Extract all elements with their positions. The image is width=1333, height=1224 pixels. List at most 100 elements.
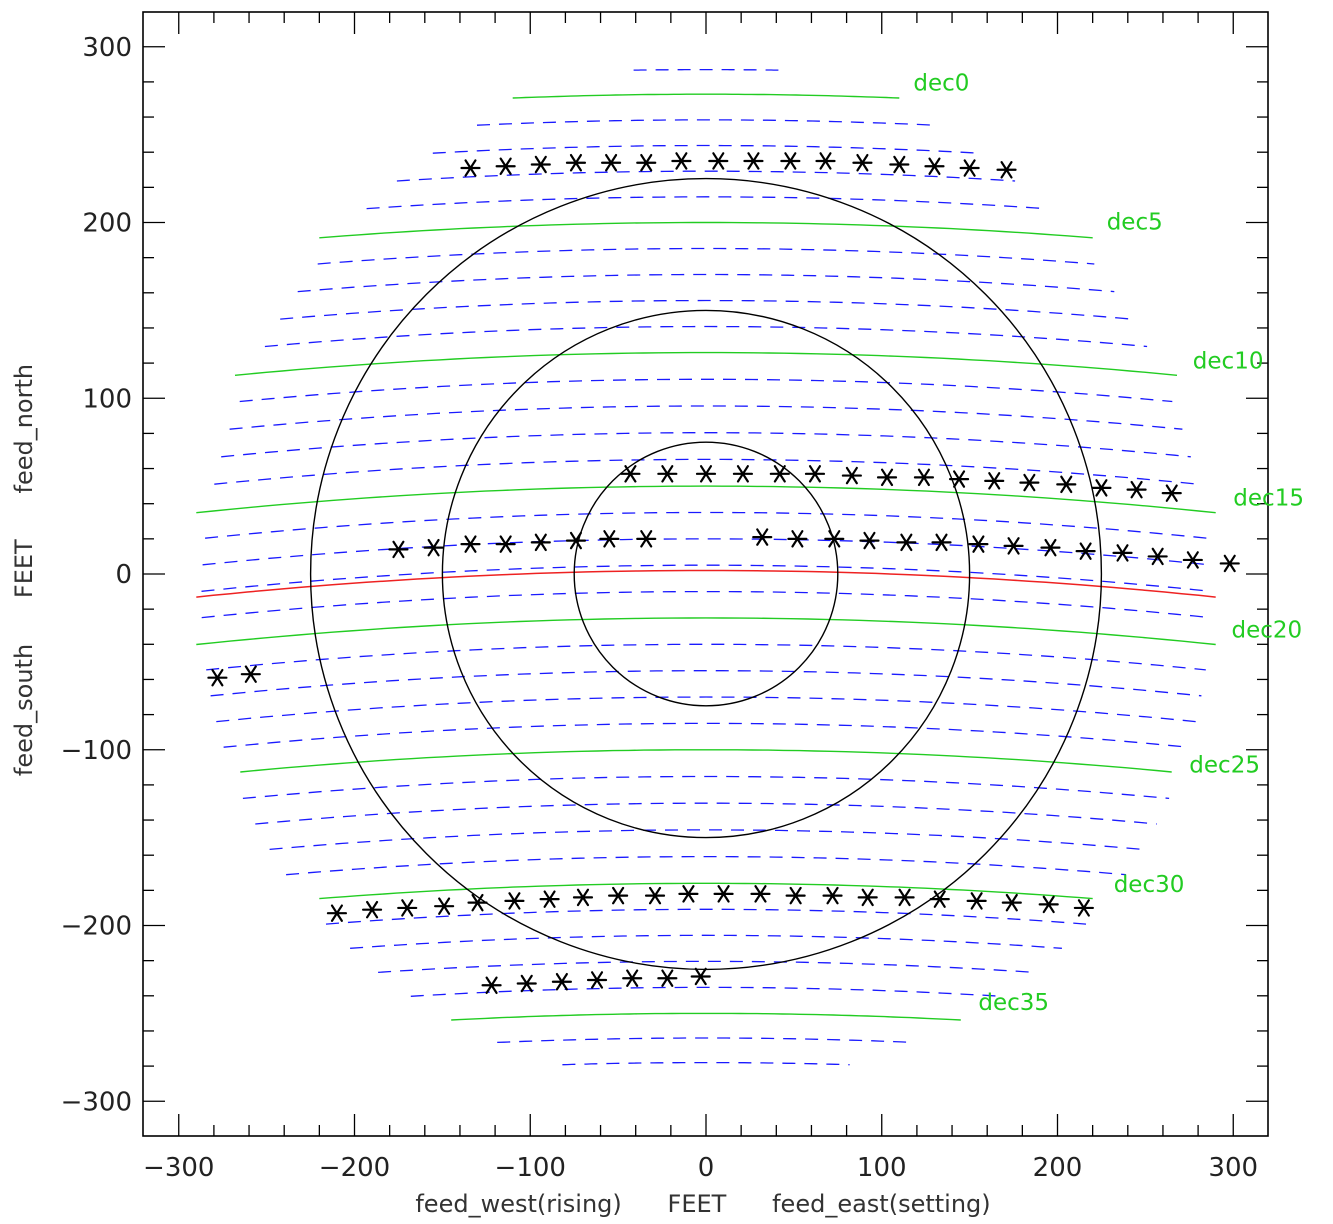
data-point-marker xyxy=(1091,479,1112,497)
y-axis-label: feed_south FEET feed_north xyxy=(10,364,38,776)
data-point-marker xyxy=(1001,893,1022,912)
data-point-marker xyxy=(586,971,608,989)
data-point-marker xyxy=(841,466,862,485)
data-point-marker xyxy=(743,152,764,170)
data-point-marker xyxy=(966,892,987,910)
data-point-marker xyxy=(929,890,950,908)
data-point-marker xyxy=(1075,542,1096,560)
data-point-marker xyxy=(894,888,915,907)
data-point-marker xyxy=(1003,537,1024,555)
data-point-marker xyxy=(434,897,455,915)
radius-circle xyxy=(573,441,839,707)
half-degree-track-line xyxy=(410,986,1002,997)
data-point-marker xyxy=(565,531,587,550)
data-point-marker xyxy=(530,533,551,552)
data-point-marker xyxy=(913,468,935,487)
dec-track-line xyxy=(512,93,900,99)
half-degree-track-line xyxy=(269,829,1143,851)
data-point-marker xyxy=(815,152,836,170)
dec-track-label: dec35 xyxy=(978,990,1049,1016)
data-point-marker xyxy=(1147,547,1168,566)
dec-track-label: dec5 xyxy=(1107,210,1163,236)
half-degree-track-line xyxy=(297,273,1115,293)
data-point-marker xyxy=(551,972,572,991)
x-tick-label: −200 xyxy=(319,1153,390,1183)
half-degree-track-line xyxy=(497,1037,915,1044)
data-point-marker xyxy=(460,535,481,553)
data-point-marker xyxy=(495,535,516,553)
dec-track-label: dec10 xyxy=(1193,348,1264,374)
y-tick-label: −100 xyxy=(61,736,132,766)
dec-track-label: dec0 xyxy=(913,71,969,97)
data-point-marker xyxy=(708,152,729,170)
data-point-marker xyxy=(787,530,808,548)
data-point-marker xyxy=(996,161,1017,179)
data-point-marker xyxy=(713,885,734,903)
data-point-marker xyxy=(657,969,678,987)
data-point-marker xyxy=(326,904,348,922)
dec-track-label: dec20 xyxy=(1232,617,1303,643)
x-tick-label: 300 xyxy=(1208,1153,1258,1183)
dec-track-label: dec30 xyxy=(1114,872,1185,898)
data-point-marker xyxy=(423,538,444,557)
x-tick-label: 100 xyxy=(857,1153,907,1183)
y-tick-label: 0 xyxy=(115,560,132,590)
data-point-marker xyxy=(657,465,678,483)
data-point-marker xyxy=(644,886,666,905)
half-degree-track-line xyxy=(201,590,1211,619)
x-tick-label: −100 xyxy=(495,1153,566,1183)
half-degree-track-line xyxy=(223,722,1189,748)
x-axis-label: feed_west(rising) FEET feed_east(setting… xyxy=(415,1190,990,1218)
data-point-marker xyxy=(968,535,989,553)
half-degree-track-line xyxy=(239,378,1173,403)
data-point-marker xyxy=(948,470,970,488)
data-point-marker xyxy=(889,155,910,174)
y-tick-label: 200 xyxy=(82,209,132,239)
data-point-marker xyxy=(896,533,917,552)
data-point-marker xyxy=(824,530,845,548)
data-point-marker xyxy=(852,153,873,172)
data-point-marker xyxy=(732,465,754,483)
dec-track-line xyxy=(240,749,1172,773)
data-point-marker xyxy=(504,892,525,910)
half-degree-track-line xyxy=(221,432,1191,458)
dec-track-label: dec25 xyxy=(1189,753,1260,779)
data-point-marker xyxy=(516,974,537,993)
half-degree-track-line xyxy=(255,802,1157,825)
half-degree-track-line xyxy=(214,458,1198,485)
data-point-marker xyxy=(388,540,409,559)
data-point-marker xyxy=(1040,538,1061,557)
zenith-track-line xyxy=(196,569,1216,598)
data-point-marker xyxy=(931,533,952,552)
data-point-marker xyxy=(959,159,980,177)
half-degree-track-line xyxy=(317,247,1095,265)
data-point-marker xyxy=(857,888,878,907)
half-degree-track-line xyxy=(476,119,936,126)
half-degree-track-line xyxy=(280,299,1132,320)
data-point-marker xyxy=(1112,544,1133,562)
data-point-marker xyxy=(481,976,502,995)
data-point-marker xyxy=(1019,473,1040,492)
data-point-marker xyxy=(539,890,560,908)
data-point-marker xyxy=(671,152,692,170)
data-point-marker xyxy=(361,900,383,919)
data-point-marker xyxy=(690,967,711,986)
data-point-marker xyxy=(822,886,843,905)
radius-circle xyxy=(441,309,971,839)
data-point-marker xyxy=(678,885,699,903)
x-tick-label: −300 xyxy=(143,1153,214,1183)
data-point-marker xyxy=(460,159,481,177)
data-point-marker xyxy=(636,530,657,548)
data-point-marker xyxy=(636,153,657,172)
data-point-marker xyxy=(1073,899,1094,917)
half-degree-track-line xyxy=(366,196,1046,210)
half-degree-track-line xyxy=(562,1061,850,1066)
half-degree-track-line xyxy=(350,934,1062,949)
data-point-marker xyxy=(769,465,790,483)
half-degree-track-line xyxy=(396,170,1016,182)
dec-track-line xyxy=(319,882,1093,900)
data-point-marker xyxy=(530,155,551,174)
data-point-marker xyxy=(207,668,228,687)
data-point-marker xyxy=(572,888,594,907)
data-point-marker xyxy=(397,899,418,917)
